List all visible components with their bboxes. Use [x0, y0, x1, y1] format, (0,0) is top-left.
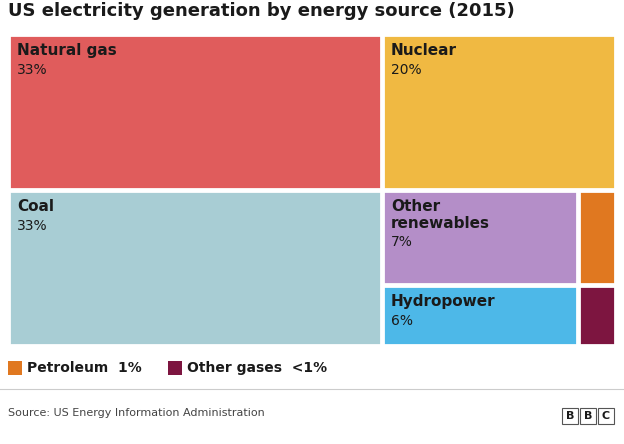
Bar: [383, 285, 577, 345]
Text: Nuclear: Nuclear: [391, 43, 457, 58]
Text: US electricity generation by energy source (2015): US electricity generation by energy sour…: [8, 2, 515, 20]
Text: Natural gas: Natural gas: [17, 43, 117, 58]
Bar: [8, 361, 22, 375]
Text: Source: US Energy Information Administration: Source: US Energy Information Administra…: [8, 408, 265, 418]
Text: 20%: 20%: [391, 63, 422, 77]
Bar: [578, 191, 615, 284]
Text: Coal: Coal: [17, 199, 54, 214]
Bar: [383, 191, 577, 284]
Text: 6%: 6%: [391, 313, 413, 328]
Text: Other gases  <1%: Other gases <1%: [187, 361, 327, 375]
Bar: [383, 35, 615, 189]
Text: Petroleum  1%: Petroleum 1%: [27, 361, 142, 375]
Text: B: B: [584, 411, 592, 421]
Text: Hydropower: Hydropower: [391, 293, 495, 309]
Bar: [168, 361, 182, 375]
Text: B: B: [566, 411, 574, 421]
Bar: [562, 408, 578, 424]
Text: Other
renewables: Other renewables: [391, 199, 490, 231]
Text: 33%: 33%: [17, 63, 47, 77]
Bar: [9, 191, 381, 345]
Bar: [598, 408, 614, 424]
Bar: [9, 35, 381, 189]
Bar: [578, 285, 615, 345]
Bar: [580, 408, 596, 424]
Text: 7%: 7%: [391, 235, 413, 249]
Text: C: C: [602, 411, 610, 421]
Text: 33%: 33%: [17, 219, 47, 233]
